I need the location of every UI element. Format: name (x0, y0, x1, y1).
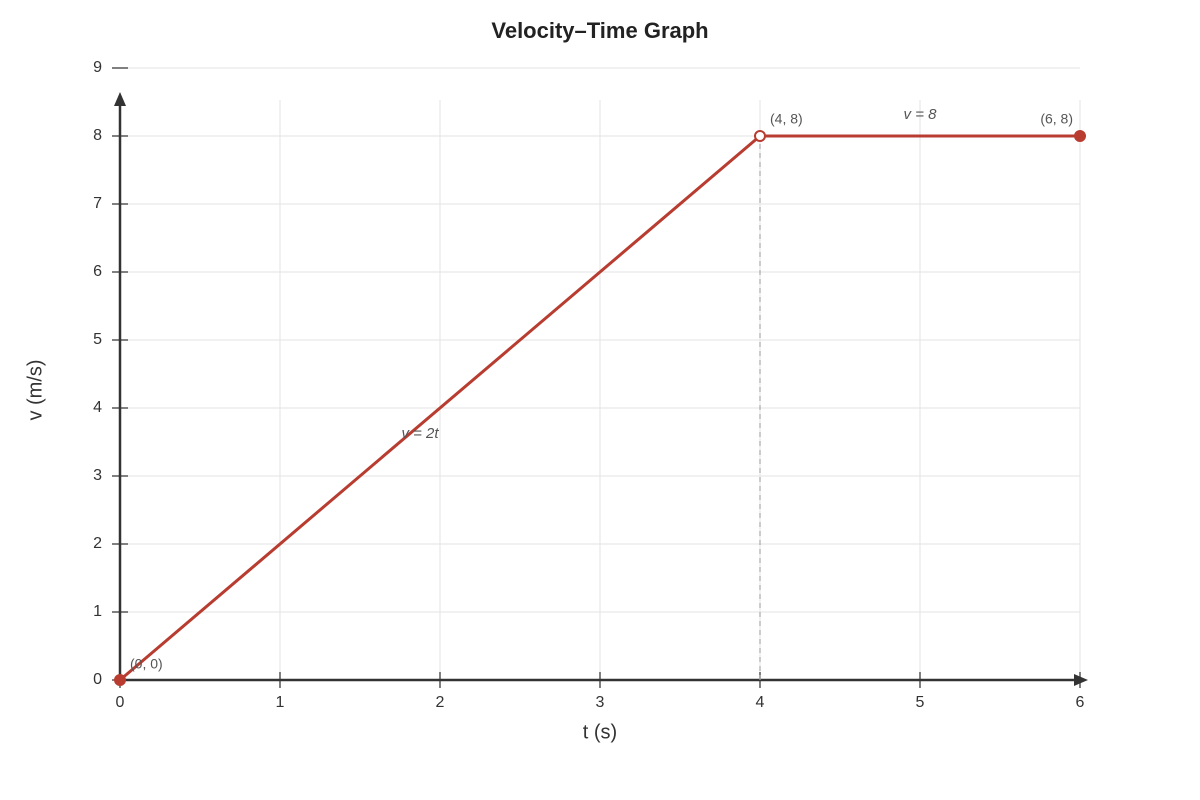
y-tick-label: 7 (93, 195, 102, 212)
x-tick-label: 0 (116, 694, 125, 711)
data-point (754, 130, 766, 142)
data-point (114, 674, 126, 686)
x-tick-label: 3 (596, 694, 605, 711)
x-tick-label: 5 (916, 694, 925, 711)
data-point (1074, 130, 1086, 142)
point-label: (0, 0) (130, 656, 163, 672)
y-tick-label: 3 (93, 467, 102, 484)
point-label: (6, 8) (1040, 111, 1073, 127)
y-tick-label: 9 (93, 59, 102, 76)
x-tick-label: 2 (436, 694, 445, 711)
segment-label: v = 8 (904, 106, 938, 123)
y-tick-label: 8 (93, 127, 102, 144)
chart-title: Velocity–Time Graph (491, 18, 708, 43)
y-axis-label: v (m/s) (24, 359, 46, 420)
y-tick-label: 1 (93, 603, 102, 620)
y-tick-label: 0 (93, 671, 102, 688)
x-tick-label: 6 (1076, 694, 1085, 711)
y-axis-arrow (114, 92, 126, 106)
x-axis-label: t (s) (583, 721, 617, 743)
x-axis-arrow (1074, 674, 1088, 686)
point-label: (4, 8) (770, 111, 803, 127)
x-tick-label: 1 (276, 694, 285, 711)
x-tick-label: 4 (756, 694, 765, 711)
segment-label: v = 2t (401, 425, 439, 442)
y-tick-label: 5 (93, 331, 102, 348)
y-tick-label: 6 (93, 263, 102, 280)
y-tick-label: 2 (93, 535, 102, 552)
y-tick-label: 4 (93, 399, 102, 416)
